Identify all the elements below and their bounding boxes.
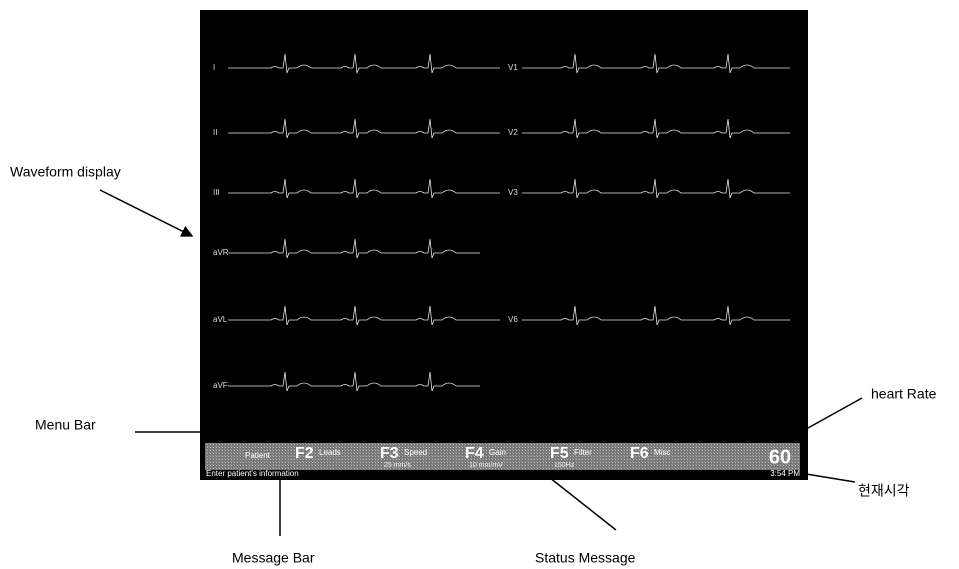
lead-label: V1	[508, 63, 518, 72]
lead-label: V3	[508, 188, 518, 197]
message: Enter patient's information	[206, 469, 299, 478]
function-key[interactable]: F6	[630, 445, 649, 462]
annotation: Waveform display	[10, 164, 121, 180]
lead-label: aVF	[213, 381, 228, 390]
function-key[interactable]: F2	[295, 445, 314, 462]
function-value: 25 mm/s	[384, 462, 411, 469]
diagram: Patient 60 Enter patient's information 3…	[0, 0, 959, 569]
lead-label: V6	[508, 315, 518, 324]
patient-menu[interactable]: Patient	[245, 451, 271, 460]
function-label: Speed	[404, 448, 427, 457]
annotation: Menu Bar	[35, 417, 96, 433]
function-key[interactable]: F3	[380, 445, 399, 462]
annotation: 현재시각	[858, 483, 910, 499]
lead-label: III	[213, 188, 220, 197]
screen	[200, 10, 808, 480]
lead-label: I	[213, 63, 215, 72]
function-key[interactable]: F5	[550, 445, 569, 462]
clock: 3:54 PM	[770, 469, 800, 478]
function-key[interactable]: F4	[465, 445, 484, 462]
lead-label: V2	[508, 128, 518, 137]
function-label: Gain	[489, 448, 506, 457]
function-value: 150Hz	[554, 462, 575, 469]
pointer	[808, 398, 862, 428]
pointer	[100, 190, 192, 236]
function-label: Misc	[654, 448, 670, 457]
annotation: Message Bar	[232, 550, 315, 566]
lead-label: aVR	[213, 248, 229, 257]
function-label: Leads	[319, 448, 341, 457]
annotation: heart Rate	[871, 386, 937, 402]
lead-label: aVL	[213, 315, 228, 324]
pointer	[806, 474, 855, 482]
annotation: Status Message	[535, 550, 636, 566]
function-value: 10 mm/mV	[469, 462, 503, 469]
function-label: Filter	[574, 448, 592, 457]
lead-label: II	[213, 128, 217, 137]
heart-rate: 60	[769, 446, 791, 468]
